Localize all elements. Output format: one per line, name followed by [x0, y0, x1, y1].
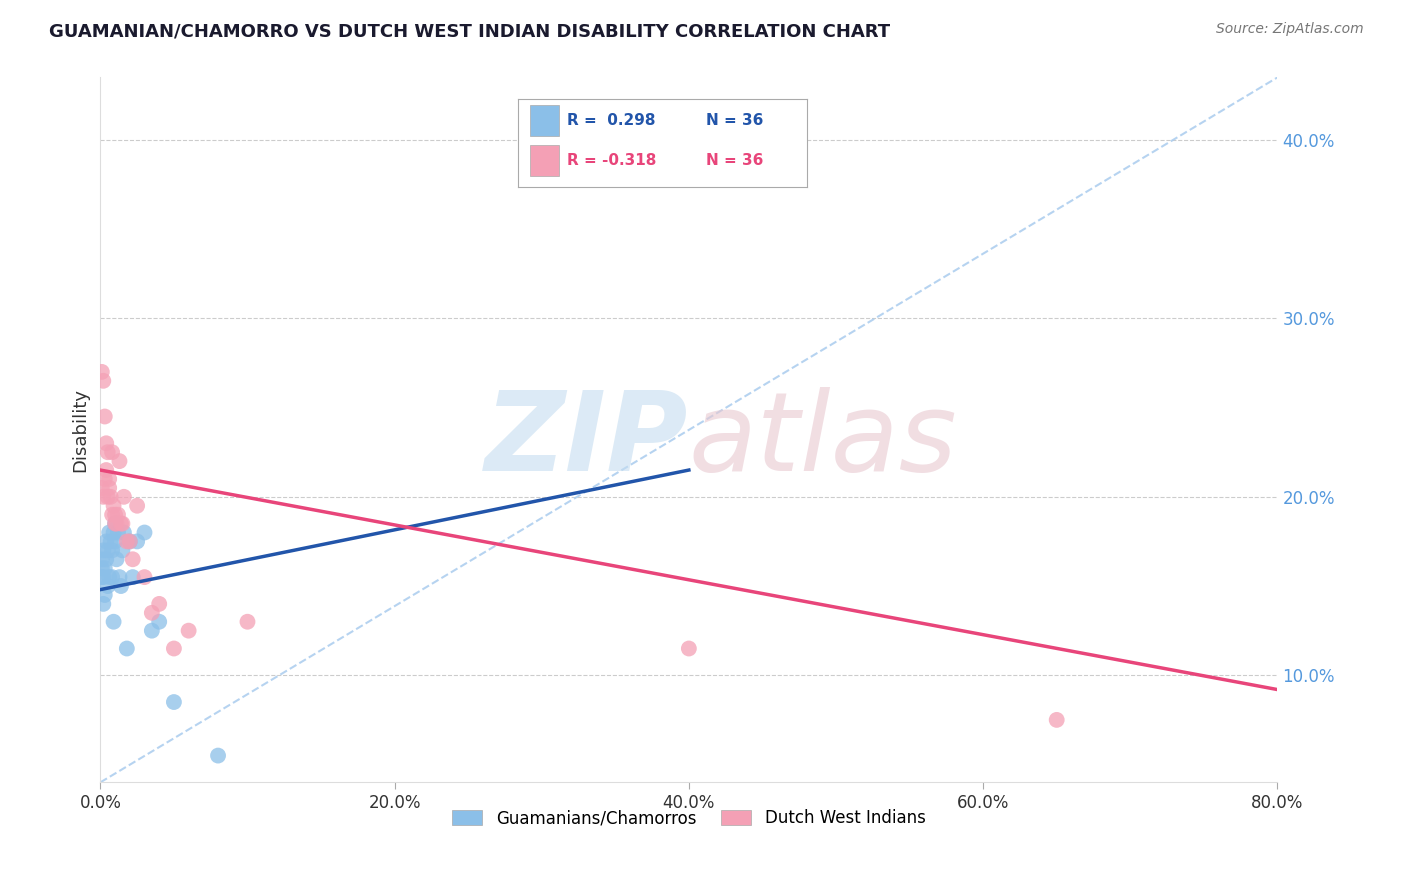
Point — [141, 606, 163, 620]
Point — [94, 561, 117, 575]
Point — [104, 508, 127, 522]
Point — [107, 508, 129, 522]
Point — [96, 534, 118, 549]
Point — [98, 525, 121, 540]
Point — [91, 543, 114, 558]
Point — [96, 552, 118, 566]
Point — [134, 525, 156, 540]
Point — [118, 534, 141, 549]
Point — [104, 516, 127, 531]
Point — [121, 552, 143, 566]
Point — [115, 641, 138, 656]
Point — [94, 472, 117, 486]
Point — [111, 543, 134, 558]
Point — [97, 445, 120, 459]
Point — [110, 579, 132, 593]
Point — [91, 597, 114, 611]
Point — [118, 534, 141, 549]
Point — [96, 463, 118, 477]
Point — [115, 534, 138, 549]
Point — [121, 570, 143, 584]
Point — [103, 525, 125, 540]
Text: ZIP: ZIP — [485, 387, 689, 494]
Point — [90, 481, 112, 495]
Point — [127, 534, 149, 549]
Point — [134, 570, 156, 584]
Point — [148, 597, 170, 611]
Point — [94, 409, 117, 424]
Point — [97, 490, 120, 504]
Point — [101, 508, 124, 522]
Point — [111, 516, 134, 531]
Point — [97, 543, 120, 558]
Text: atlas: atlas — [689, 387, 957, 494]
Point — [91, 490, 114, 504]
Point — [97, 579, 120, 593]
Point — [98, 472, 121, 486]
Y-axis label: Disability: Disability — [72, 388, 89, 472]
Text: Source: ZipAtlas.com: Source: ZipAtlas.com — [1216, 22, 1364, 37]
Point — [1046, 713, 1069, 727]
Point — [94, 588, 117, 602]
Point — [90, 552, 112, 566]
Point — [98, 481, 121, 495]
Point — [141, 624, 163, 638]
Point — [103, 615, 125, 629]
Point — [163, 641, 186, 656]
Point — [107, 525, 129, 540]
Point — [112, 525, 135, 540]
Point — [108, 570, 131, 584]
Point — [103, 499, 125, 513]
Point — [110, 516, 132, 531]
Point — [104, 534, 127, 549]
Point — [236, 615, 259, 629]
Point — [177, 624, 200, 638]
Point — [112, 490, 135, 504]
Point — [108, 454, 131, 468]
Point — [96, 436, 118, 450]
Point — [98, 570, 121, 584]
Point — [91, 374, 114, 388]
Point — [101, 543, 124, 558]
Point — [127, 499, 149, 513]
Text: GUAMANIAN/CHAMORRO VS DUTCH WEST INDIAN DISABILITY CORRELATION CHART: GUAMANIAN/CHAMORRO VS DUTCH WEST INDIAN … — [49, 22, 890, 40]
Point — [101, 570, 124, 584]
Legend: Guamanians/Chamorros, Dutch West Indians: Guamanians/Chamorros, Dutch West Indians — [446, 803, 932, 834]
Point — [163, 695, 186, 709]
Point — [105, 516, 128, 531]
Point — [678, 641, 700, 656]
Point — [90, 570, 112, 584]
Point — [90, 561, 112, 575]
Point — [100, 490, 122, 504]
Point — [105, 552, 128, 566]
Point — [207, 748, 229, 763]
Point — [104, 516, 127, 531]
Point — [90, 365, 112, 379]
Point — [100, 534, 122, 549]
Point — [101, 445, 124, 459]
Point — [148, 615, 170, 629]
Point — [91, 570, 114, 584]
